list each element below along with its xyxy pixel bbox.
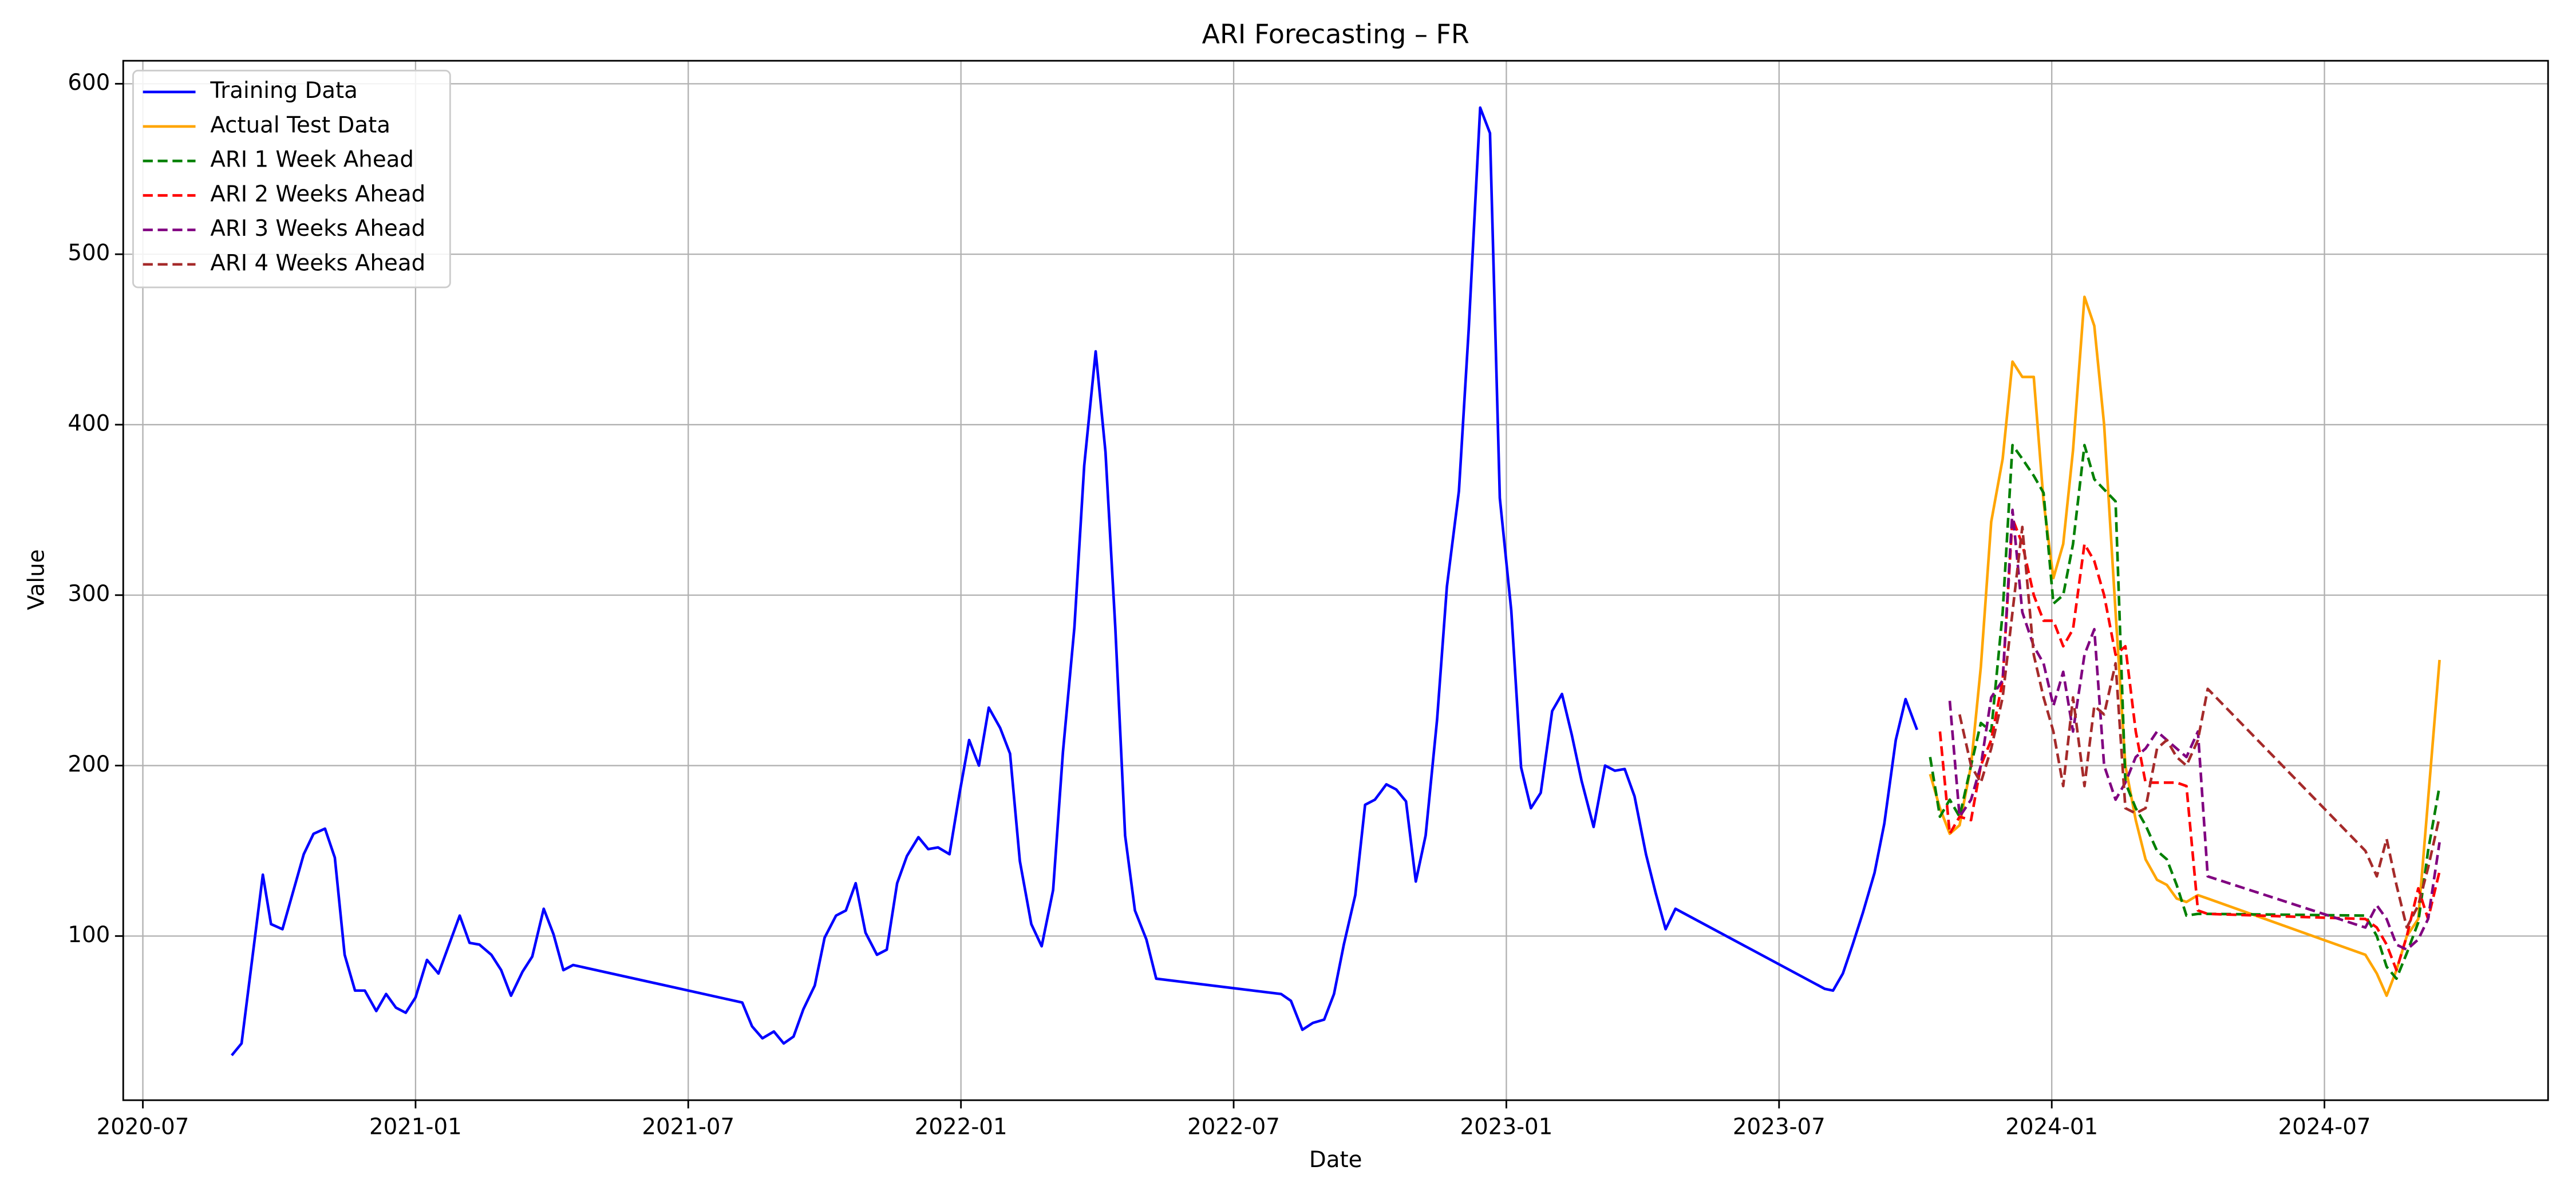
chart-title: ARI Forecasting – FR bbox=[1202, 19, 1469, 50]
x-tick-label: 2022-07 bbox=[1187, 1114, 1280, 1140]
legend-label: ARI 4 Weeks Ahead bbox=[210, 250, 425, 276]
series-line bbox=[1958, 525, 2441, 929]
x-tick-label: 2023-01 bbox=[1460, 1114, 1553, 1140]
x-tick-label: 2024-01 bbox=[2005, 1114, 2098, 1140]
x-tick-label: 2021-01 bbox=[369, 1114, 462, 1140]
x-axis-label: Date bbox=[1309, 1147, 1362, 1173]
y-tick-label: 600 bbox=[68, 70, 110, 96]
y-tick-label: 300 bbox=[68, 581, 110, 607]
y-tick-label: 400 bbox=[68, 410, 110, 436]
x-tick-label: 2024-07 bbox=[2278, 1114, 2371, 1140]
legend-box bbox=[132, 69, 451, 288]
series-line bbox=[231, 106, 1919, 1057]
plot-series bbox=[231, 106, 2441, 1057]
y-tick-label: 200 bbox=[68, 752, 110, 777]
legend-label: ARI 2 Weeks Ahead bbox=[210, 181, 425, 207]
x-tick-label: 2022-01 bbox=[915, 1114, 1008, 1140]
series-line bbox=[1929, 295, 2441, 997]
x-tick-label: 2021-07 bbox=[642, 1114, 734, 1140]
y-tick-label: 500 bbox=[68, 240, 110, 266]
x-tick-label: 2020-07 bbox=[97, 1114, 189, 1140]
legend-label: ARI 3 Weeks Ahead bbox=[210, 216, 425, 242]
plot-frame bbox=[122, 60, 2549, 1101]
legend-label: ARI 1 Week Ahead bbox=[210, 147, 414, 173]
legend-label: Training Data bbox=[210, 78, 358, 104]
y-tick-label: 100 bbox=[68, 922, 110, 948]
x-tick-label: 2023-07 bbox=[1733, 1114, 1826, 1140]
y-axis-label: Value bbox=[24, 549, 50, 610]
series-line bbox=[1948, 508, 2441, 951]
series-line bbox=[1938, 517, 2441, 972]
legend-label: Actual Test Data bbox=[210, 112, 390, 138]
series-line bbox=[1929, 444, 2441, 980]
